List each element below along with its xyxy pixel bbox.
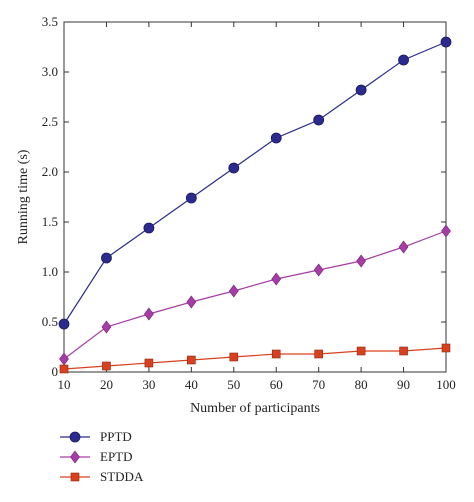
legend-label: STDDA bbox=[100, 469, 144, 484]
stdda-point bbox=[441, 343, 451, 353]
eptd-point bbox=[271, 272, 282, 286]
pptd-point bbox=[185, 192, 197, 204]
pptd-series bbox=[58, 36, 452, 330]
stdda-line bbox=[63, 347, 447, 370]
legend-item-stdda: STDDA bbox=[60, 469, 144, 484]
legend-marker bbox=[70, 472, 80, 482]
stdda-point bbox=[144, 358, 154, 368]
stdda-series bbox=[59, 343, 451, 374]
y-tick-label: 1.0 bbox=[42, 264, 58, 279]
eptd-series bbox=[59, 224, 451, 366]
pptd-point bbox=[440, 36, 452, 48]
stdda-point bbox=[229, 352, 239, 362]
x-tick-label: 70 bbox=[312, 377, 325, 392]
eptd-point bbox=[59, 352, 69, 366]
x-tick-label: 90 bbox=[397, 377, 410, 392]
legend-item-eptd: EPTD bbox=[60, 449, 133, 464]
pptd-point bbox=[101, 252, 112, 264]
axis-ticks bbox=[63, 21, 447, 373]
eptd-line bbox=[63, 230, 447, 360]
legend-label: PPTD bbox=[100, 429, 132, 444]
legend: PPTD EPTD STDDA bbox=[60, 429, 144, 484]
stdda-point bbox=[356, 346, 366, 356]
eptd-point bbox=[313, 263, 324, 277]
legend-marker bbox=[70, 450, 80, 464]
legend-item-pptd: PPTD bbox=[60, 429, 132, 444]
pptd-line bbox=[63, 41, 447, 325]
stdda-point bbox=[59, 364, 69, 374]
stdda-point bbox=[314, 349, 323, 359]
x-tick-label: 10 bbox=[58, 377, 71, 392]
stdda-point bbox=[271, 349, 281, 359]
y-tick-label: 0 bbox=[52, 364, 59, 379]
eptd-point bbox=[441, 224, 451, 238]
y-tick-label: 3.0 bbox=[42, 64, 58, 79]
x-tick-label: 40 bbox=[185, 377, 198, 392]
pptd-point bbox=[313, 114, 325, 126]
x-tick-label: 20 bbox=[100, 377, 113, 392]
y-tick-label: 3.5 bbox=[42, 14, 58, 29]
legend-label: EPTD bbox=[100, 449, 133, 464]
x-tick-labels: 10 20 30 40 50 60 70 80 90 100 bbox=[58, 377, 456, 392]
pptd-point bbox=[143, 222, 155, 234]
x-tick-label: 100 bbox=[436, 377, 456, 392]
y-tick-label: 2.0 bbox=[42, 164, 58, 179]
x-tick-label: 30 bbox=[142, 377, 155, 392]
x-axis-title: Number of participants bbox=[190, 401, 320, 416]
pptd-point bbox=[398, 54, 409, 66]
eptd-point bbox=[101, 320, 112, 334]
eptd-point bbox=[186, 295, 197, 309]
x-tick-label: 50 bbox=[227, 377, 240, 392]
legend-marker bbox=[69, 431, 81, 443]
y-tick-label: 2.5 bbox=[42, 114, 58, 129]
plot-area-frame bbox=[63, 21, 447, 373]
pptd-point bbox=[228, 162, 240, 174]
y-tick-label: 0.5 bbox=[42, 314, 58, 329]
x-tick-label: 60 bbox=[270, 377, 283, 392]
pptd-point bbox=[270, 132, 282, 144]
eptd-point bbox=[398, 240, 409, 254]
eptd-point bbox=[228, 284, 239, 298]
stdda-point bbox=[187, 355, 196, 365]
y-tick-labels: 0 0.5 1.0 1.5 2.0 2.5 3.0 3.5 bbox=[42, 14, 58, 379]
pptd-point bbox=[58, 318, 70, 330]
eptd-point bbox=[144, 307, 154, 321]
y-tick-label: 1.5 bbox=[42, 214, 58, 229]
stdda-point bbox=[102, 361, 111, 371]
eptd-point bbox=[356, 254, 366, 268]
series-layer bbox=[58, 36, 452, 374]
stdda-point bbox=[399, 346, 408, 356]
pptd-point bbox=[355, 84, 367, 96]
x-tick-label: 80 bbox=[355, 377, 368, 392]
y-axis-title: Running time (s) bbox=[16, 149, 31, 244]
